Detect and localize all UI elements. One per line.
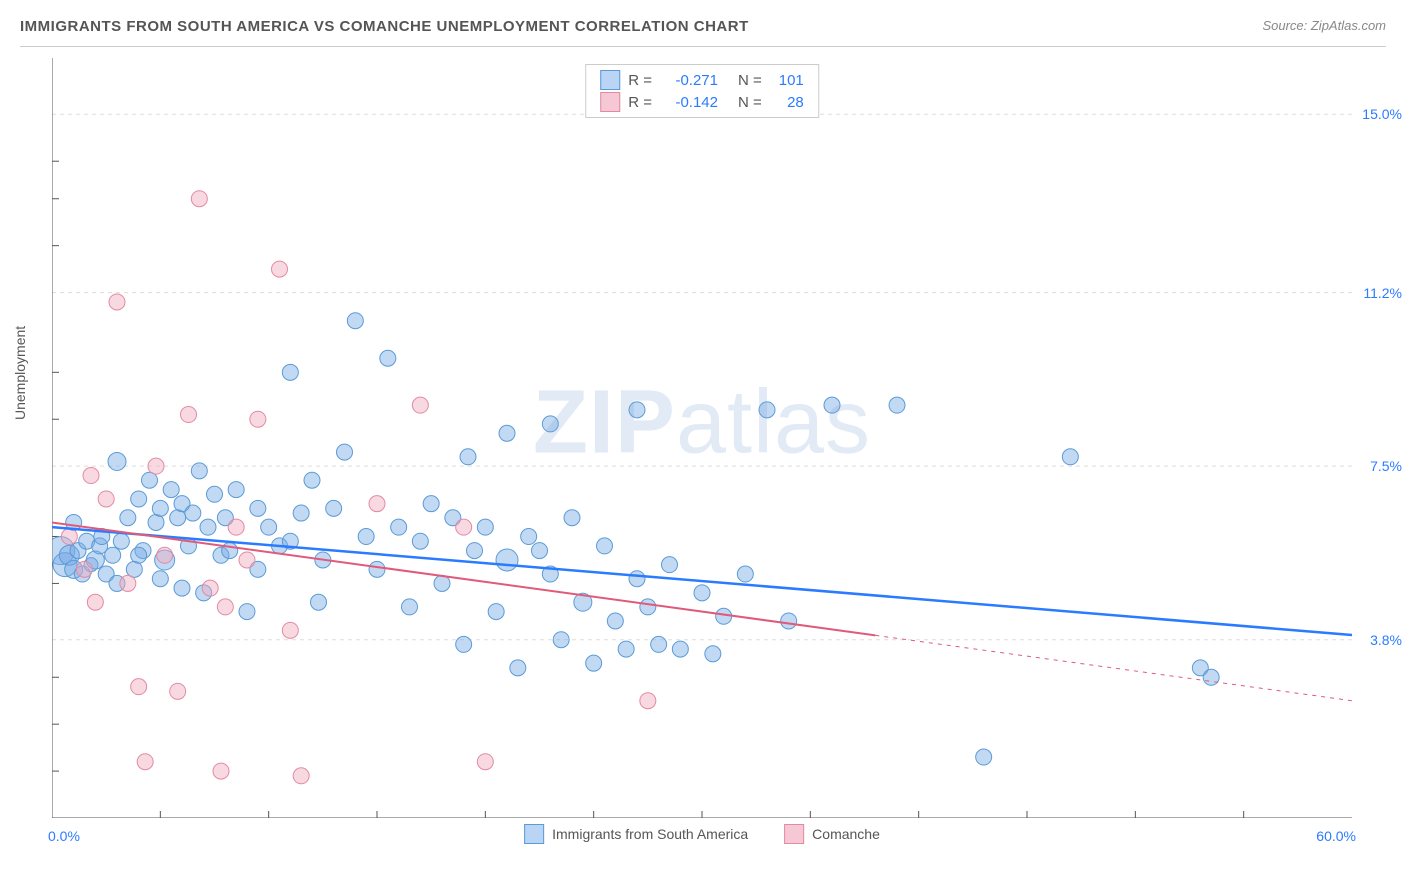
y-axis-label: Unemployment — [12, 326, 28, 420]
x-tick-max: 60.0% — [1316, 828, 1356, 844]
y-tick-label: 3.8% — [1370, 632, 1402, 648]
top-legend: R = -0.271 N = 101 R = -0.142 N = 28 — [585, 64, 819, 118]
swatch-icon — [784, 824, 804, 844]
x-tick-min: 0.0% — [48, 828, 80, 844]
y-tick-label: 11.2% — [1363, 285, 1402, 301]
chart-area: ZIPatlas R = -0.271 N = 101 R = -0.142 N… — [52, 58, 1352, 818]
y-tick-label: 7.5% — [1370, 458, 1402, 474]
source-label: Source: ZipAtlas.com — [1262, 18, 1386, 33]
scatter-plot — [52, 58, 1352, 818]
bottom-legend-item-0: Immigrants from South America — [524, 824, 748, 844]
swatch-icon — [600, 70, 620, 90]
swatch-icon — [524, 824, 544, 844]
y-tick-label: 15.0% — [1362, 106, 1402, 122]
chart-title: IMMIGRANTS FROM SOUTH AMERICA VS COMANCH… — [20, 18, 749, 35]
swatch-icon — [600, 92, 620, 112]
top-legend-row-0: R = -0.271 N = 101 — [600, 69, 804, 91]
bottom-legend-item-1: Comanche — [784, 824, 880, 844]
header: IMMIGRANTS FROM SOUTH AMERICA VS COMANCH… — [20, 18, 1386, 47]
top-legend-row-1: R = -0.142 N = 28 — [600, 91, 804, 113]
bottom-legend: Immigrants from South America Comanche — [524, 824, 880, 844]
